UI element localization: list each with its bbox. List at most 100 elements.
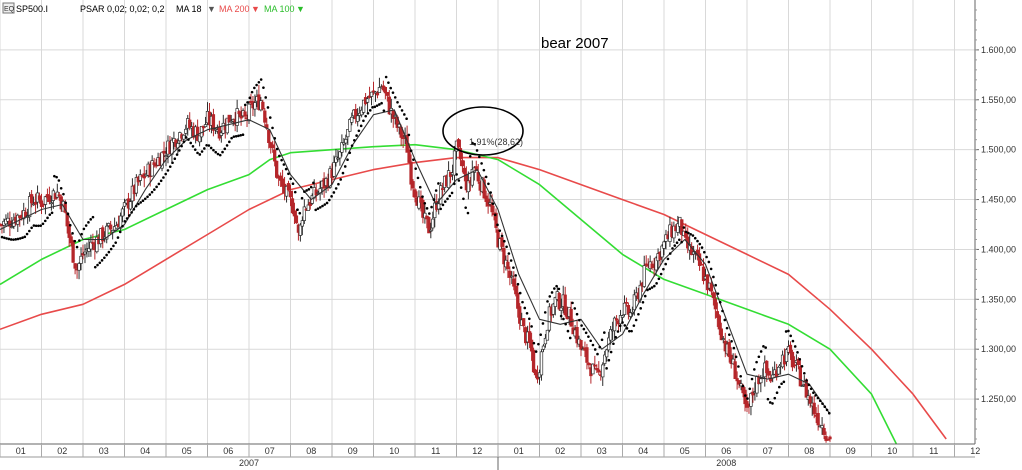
psar-dot [762, 345, 765, 348]
psar-dot [389, 86, 392, 90]
candle-body [792, 364, 797, 367]
psar-dot [314, 208, 317, 212]
candle-body [557, 293, 561, 310]
candle-body [101, 227, 105, 242]
psar-dot [630, 329, 633, 333]
psar-dot [62, 192, 65, 196]
psar-dot [812, 391, 815, 395]
y-axis-background [975, 0, 1022, 470]
psar-dot [684, 230, 688, 234]
psar-dot [298, 211, 302, 215]
psar-dot [148, 193, 152, 196]
psar-dot [793, 345, 797, 348]
candle-body [510, 275, 514, 278]
psar-dot [553, 287, 556, 290]
psar-dot [273, 137, 277, 140]
psar-dot [478, 155, 481, 159]
psar-dot [325, 201, 329, 205]
psar-dot [405, 117, 408, 121]
candle-body [751, 391, 755, 396]
x-tick-label: 07 [763, 446, 773, 456]
psar-dot [80, 232, 83, 236]
psar-dot [375, 104, 379, 107]
candle-body [784, 349, 789, 362]
psar-dot [591, 343, 595, 347]
psar-dot [773, 396, 777, 400]
candle-body [83, 251, 87, 255]
psar-dot [346, 158, 349, 162]
psar-dot [418, 185, 422, 189]
psar-dot [198, 153, 202, 156]
candle-body [356, 115, 360, 122]
psar-dot [89, 218, 93, 221]
psar-dot [739, 374, 742, 378]
candle-body [514, 285, 518, 295]
psar-dot [448, 194, 452, 198]
candle-body [6, 217, 10, 222]
psar-dot [823, 405, 827, 409]
psar-dot [787, 329, 790, 333]
psar-dot [178, 149, 181, 152]
psar-dot [100, 259, 104, 262]
grid [0, 0, 997, 444]
x-tick-label: 08 [306, 446, 316, 456]
psar-dot [439, 207, 442, 211]
psar-dot [659, 272, 663, 276]
psar-dot [503, 239, 506, 243]
psar-dot [682, 226, 686, 229]
candle-body [597, 369, 601, 373]
psar-dot [191, 145, 195, 148]
psar-dot [721, 309, 724, 313]
candle-body [162, 150, 166, 154]
candle-body [699, 263, 704, 266]
psar-dot [353, 138, 356, 142]
psar-dot [791, 339, 795, 343]
psar-dot [159, 179, 163, 183]
psar-dot [128, 214, 131, 217]
psar-dot [141, 199, 145, 202]
candle-body [407, 149, 411, 163]
psar-dot [189, 141, 193, 145]
psar-dot [416, 176, 420, 180]
candle-body [275, 160, 279, 178]
candle-body [29, 194, 34, 204]
psar-dot [168, 165, 172, 168]
psar-dot [78, 239, 81, 242]
psar-dot [796, 351, 799, 354]
psar-dot [348, 151, 352, 155]
candle-body [411, 181, 415, 189]
candle-body [466, 180, 471, 193]
psar-dot [330, 195, 333, 198]
candle-body [482, 179, 486, 199]
candle-body [622, 302, 627, 315]
candle-body [721, 338, 725, 340]
legend-ma100-arrow: ▼ [296, 4, 305, 14]
psar-dot [741, 384, 745, 388]
psar-dot [164, 172, 168, 176]
psar-dot [768, 401, 772, 404]
psar-dot [359, 124, 363, 128]
candle-body [383, 87, 388, 94]
candle-body [608, 329, 613, 341]
candle-body [460, 160, 465, 167]
psar-dot [309, 185, 313, 189]
psar-dot [207, 144, 211, 147]
highlight-ellipse [442, 106, 524, 156]
candle-body [286, 183, 291, 191]
psar-dot [228, 140, 231, 144]
marker-label: 1,91%(28,62) [469, 137, 523, 147]
candle-body [152, 162, 156, 165]
candle-body [759, 378, 763, 384]
psar-dot [50, 211, 54, 215]
psar-dot [634, 318, 638, 322]
plot-background [0, 0, 975, 444]
candle-body [134, 177, 139, 194]
x-tick-label: 05 [182, 446, 192, 456]
psar-dot [466, 211, 470, 215]
psar-dot [118, 230, 122, 234]
candle-body [122, 202, 127, 207]
psar-dot [318, 206, 322, 209]
psar-dot [341, 171, 345, 175]
psar-dot [34, 224, 38, 228]
psar-dot [334, 187, 338, 190]
